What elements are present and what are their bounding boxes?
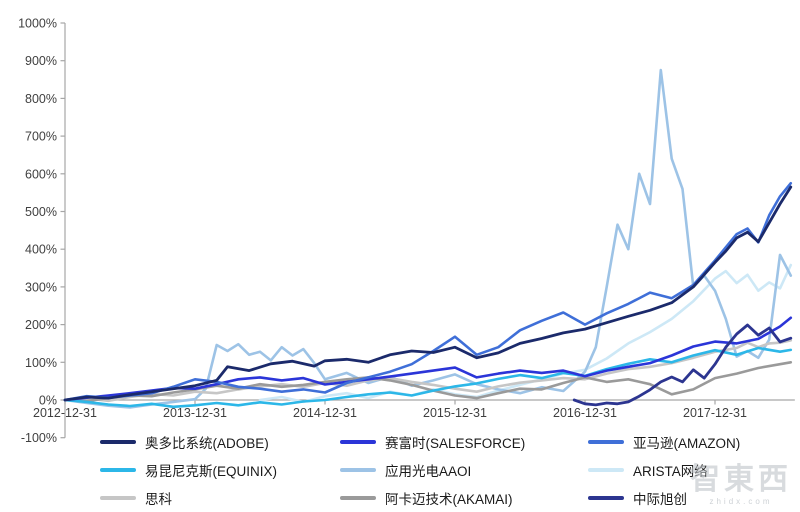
legend-swatch-adobe [100, 440, 136, 444]
y-tick-label: 0% [39, 394, 57, 408]
chart-legend: 奥多比系统(ADOBE) 赛富时(SALESFORCE) 亚马逊(AMAZON) 易昆… [100, 428, 790, 512]
y-tick-label: -100% [21, 431, 57, 445]
legend-item-amazon: 亚马逊(AMAZON) [588, 432, 790, 452]
legend-label-akamai: 阿卡迈技术(AKAMAI) [385, 492, 513, 507]
legend-item-equinix: 易昆尼克斯(EQUINIX) [100, 460, 340, 480]
legend-label-cisco: 思科 [145, 492, 172, 507]
legend-item-cisco: 思科 [100, 488, 340, 508]
legend-swatch-aaoi [340, 468, 376, 472]
y-tick-label: 1000% [18, 17, 57, 31]
legend-label-zhongji: 中际旭创 [633, 492, 687, 507]
y-tick-label: 100% [25, 356, 57, 370]
legend-label-equinix: 易昆尼克斯(EQUINIX) [145, 464, 278, 479]
x-tick-label: 2012-12-31 [33, 406, 97, 420]
x-tick-label: 2014-12-31 [293, 406, 357, 420]
legend-swatch-cisco [100, 496, 136, 500]
legend-item-arista: ARISTA网络 [588, 460, 790, 480]
x-tick-label: 2015-12-31 [423, 406, 487, 420]
y-tick-label: 500% [25, 205, 57, 219]
legend-item-zhongji: 中际旭创 [588, 488, 790, 508]
legend-swatch-akamai [340, 496, 376, 500]
x-tick-label: 2017-12-31 [683, 406, 747, 420]
legend-item-adobe: 奥多比系统(ADOBE) [100, 432, 340, 452]
legend-swatch-zhongji [588, 496, 624, 500]
legend-swatch-arista [588, 468, 624, 472]
legend-item-aaoi: 应用光电AAOI [340, 460, 588, 480]
y-tick-label: 900% [25, 54, 57, 68]
legend-swatch-salesforce [340, 440, 376, 444]
legend-label-aaoi: 应用光电AAOI [385, 464, 472, 479]
y-tick-label: 200% [25, 318, 57, 332]
y-tick-label: 800% [25, 92, 57, 106]
series-line-zhongji [572, 323, 793, 407]
legend-label-amazon: 亚马逊(AMAZON) [633, 436, 741, 451]
legend-item-salesforce: 赛富时(SALESFORCE) [340, 432, 588, 452]
series-line-salesforce [63, 316, 793, 402]
series-line-adobe [63, 185, 793, 402]
y-tick-label: 400% [25, 243, 57, 257]
legend-swatch-amazon [588, 440, 624, 444]
series-line-equinix [63, 346, 793, 409]
x-tick-label: 2016-12-31 [553, 406, 617, 420]
legend-item-akamai: 阿卡迈技术(AKAMAI) [340, 488, 588, 508]
y-tick-label: 300% [25, 280, 57, 294]
x-tick-label: 2013-12-31 [163, 406, 227, 420]
legend-swatch-equinix [100, 468, 136, 472]
y-tick-label: 600% [25, 167, 57, 181]
legend-label-arista: ARISTA网络 [633, 464, 708, 479]
legend-label-salesforce: 赛富时(SALESFORCE) [385, 436, 526, 451]
legend-label-adobe: 奥多比系统(ADOBE) [145, 436, 269, 451]
series-line-amazon [63, 181, 793, 402]
y-tick-label: 700% [25, 130, 57, 144]
series-line-cisco [63, 339, 793, 403]
series-line-aaoi [63, 68, 793, 409]
